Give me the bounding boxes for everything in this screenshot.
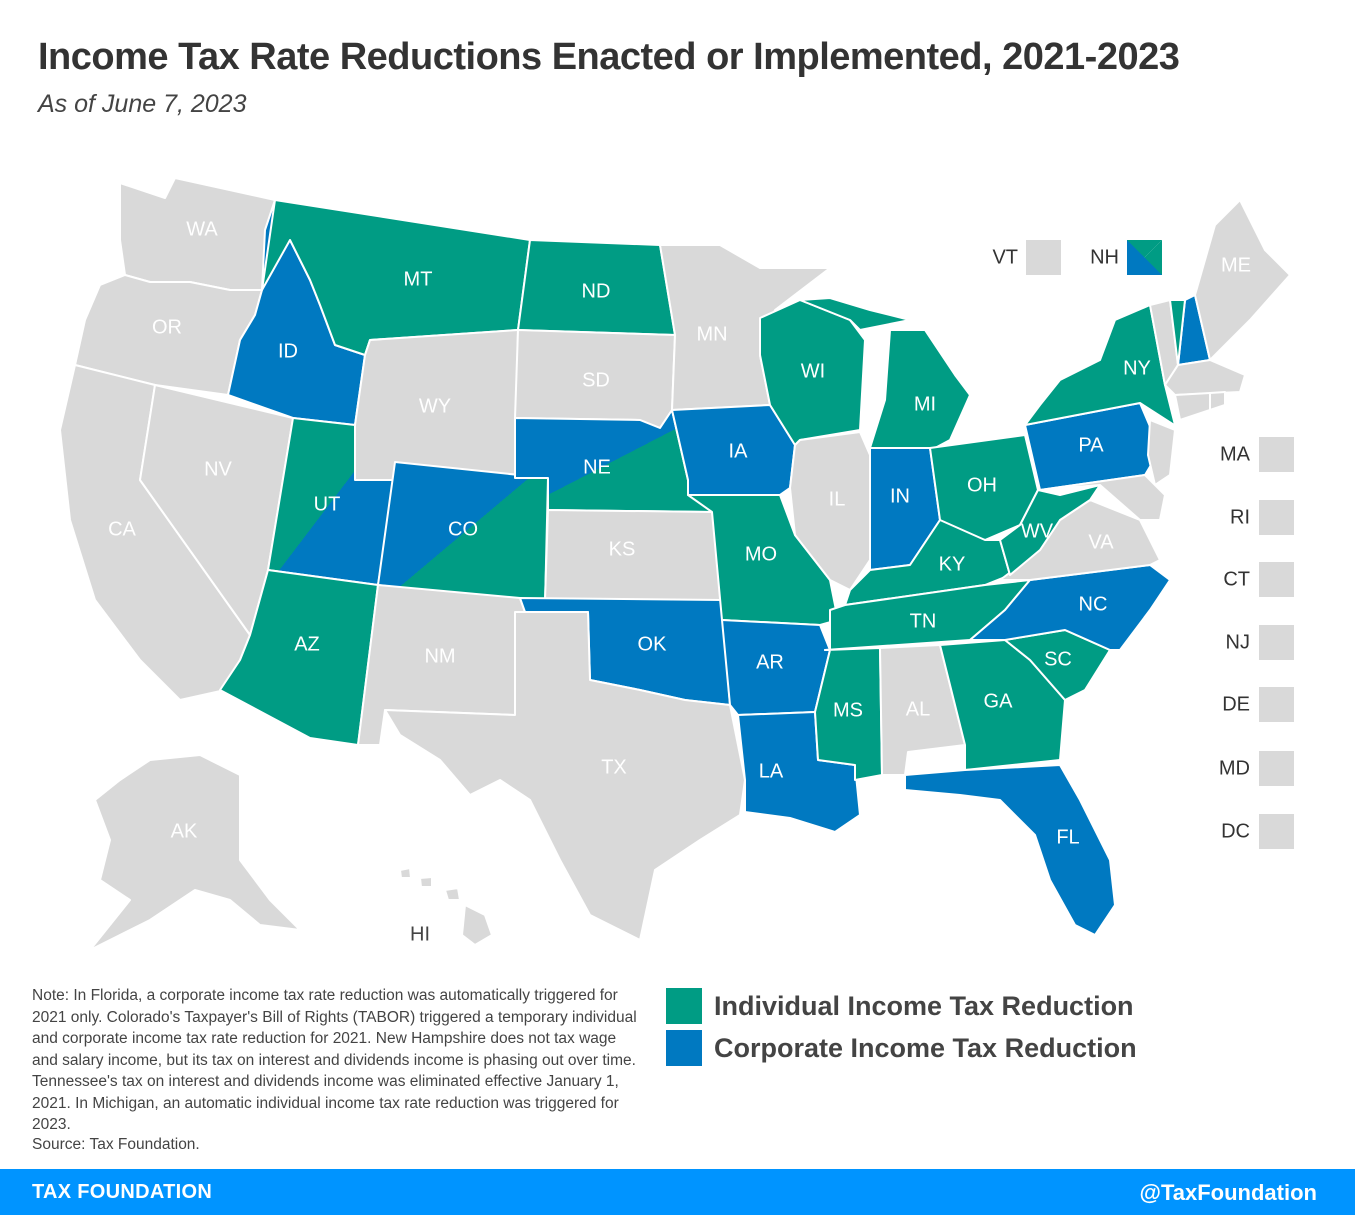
label-hi: HI [410,923,430,945]
state-wv [999,484,1101,576]
side-label-nh: NH [1090,246,1119,268]
legend-swatch-individual [666,988,702,1024]
state-nh-west [1169,299,1186,366]
state-nj [1147,419,1176,486]
label-co: CO [448,518,478,540]
label-sc: SC [1044,648,1072,670]
state-hi-oahu [419,876,433,888]
side-label-ri: RI [1230,506,1250,528]
label-wv: WV [1021,520,1054,542]
state-tx [384,611,746,941]
label-wi: WI [801,360,825,382]
footnote: Note: In Florida, a corporate income tax… [32,987,637,1133]
state-hi [461,904,493,946]
label-nv: NV [204,458,232,480]
label-oh: OH [967,474,997,496]
label-ut: UT [314,493,341,515]
label-ga: GA [984,690,1014,712]
state-ma [1164,359,1246,396]
state-ct [1174,392,1211,421]
label-mi: MI [914,393,936,415]
label-sd: SD [582,369,610,391]
page-title: Income Tax Rate Reductions Enacted or Im… [38,36,1180,78]
side-box-md [1259,751,1294,786]
side-label-ma: MA [1220,443,1251,465]
state-hi-kauai [399,867,412,879]
label-ok: OK [638,633,668,655]
state-md [1039,474,1166,521]
label-ms: MS [833,699,863,721]
label-ny: NY [1123,357,1151,379]
legend-label-individual: Individual Income Tax Reduction [714,990,1134,1021]
label-mt: MT [404,268,433,290]
state-mi-up [799,297,911,331]
legend-label-corporate: Corporate Income Tax Reduction [714,1032,1137,1063]
label-pa: PA [1078,434,1104,456]
side-label-vt: VT [992,246,1018,268]
footer-handle[interactable]: @TaxFoundation [1139,1180,1317,1205]
side-box-dc [1259,814,1294,849]
label-or: OR [152,316,182,338]
label-fl: FL [1056,826,1079,848]
label-al: AL [906,698,930,720]
footer-bar: TAX FOUNDATION @TaxFoundation [0,1169,1355,1215]
legend-swatch-corporate [666,1030,702,1066]
legend: Individual Income Tax Reduction Corporat… [666,988,1137,1072]
side-label-nj: NJ [1226,631,1250,653]
label-wy: WY [419,395,451,417]
source-note: Source: Tax Foundation. [32,1136,200,1153]
legend-item-corporate: Corporate Income Tax Reduction [666,1030,1137,1066]
state-ri [1209,391,1226,411]
label-ia: IA [729,440,749,462]
label-tx: TX [601,756,627,778]
side-label-de: DE [1222,693,1250,715]
label-id: ID [278,340,298,362]
label-me: ME [1221,254,1251,276]
side-label-ct: CT [1223,568,1250,590]
page-subtitle: As of June 7, 2023 [38,90,247,118]
label-ne: NE [583,456,611,478]
label-ak: AK [171,820,198,842]
label-nc: NC [1079,593,1108,615]
side-box-ma [1259,437,1294,472]
label-ca: CA [108,518,136,540]
label-la: LA [759,760,784,782]
side-label-dc: DC [1221,820,1250,842]
state-me [1194,199,1291,361]
label-nm: NM [424,645,455,667]
label-tn: TN [910,610,937,632]
state-ak [89,754,301,951]
legend-item-individual: Individual Income Tax Reduction [666,988,1137,1024]
label-mo: MO [745,543,777,565]
label-ks: KS [609,538,636,560]
label-az: AZ [294,633,320,655]
side-box-ct [1259,562,1294,597]
state-hi-maui [444,887,461,901]
label-in: IN [890,485,910,507]
side-box-nj [1259,625,1294,660]
side-box-ri [1259,500,1294,535]
label-mn: MN [696,323,727,345]
label-wa: WA [186,218,218,240]
side-label-md: MD [1219,757,1250,779]
label-il: IL [829,488,846,510]
state-il [789,431,871,591]
us-map: WA OR CA NV ID MT WY UT CO AZ NM ND SD N… [59,177,1294,951]
label-va: VA [1088,531,1114,553]
label-ar: AR [756,651,784,673]
side-box-de [1259,687,1294,722]
label-ky: KY [939,553,966,575]
side-box-vt [1026,240,1061,275]
state-fl [904,764,1116,936]
state-mi [869,329,971,449]
label-nd: ND [582,280,611,302]
footer-brand: TAX FOUNDATION [32,1181,213,1203]
side-box-nh-corporate [1127,240,1162,275]
